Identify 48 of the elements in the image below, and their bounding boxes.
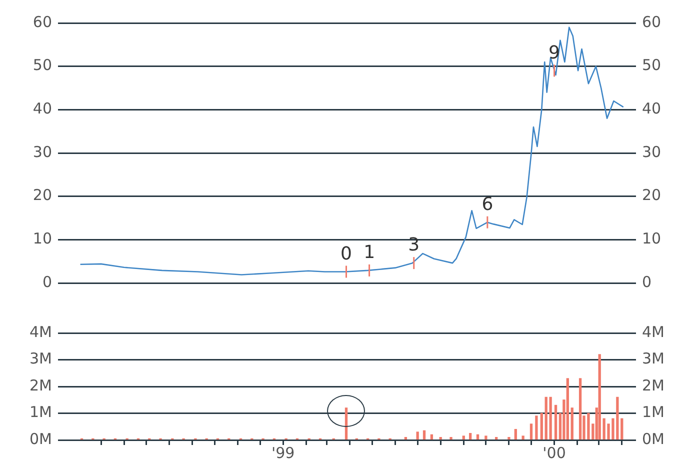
y2-tick-label: 60: [642, 12, 662, 31]
y2-tick-label: 3M: [642, 350, 664, 368]
y-tick-label: 20: [32, 186, 52, 204]
bar: [468, 432, 472, 440]
bar: [344, 408, 348, 440]
y2-tick-label: 30: [642, 142, 662, 161]
y2-tick-label: 10: [642, 230, 662, 248]
x-tick-label: '00: [542, 444, 566, 462]
bar: [484, 436, 488, 440]
y-tick-label: 0M: [30, 430, 52, 448]
annotation: 0: [340, 243, 352, 264]
y-tick-label: 60: [32, 12, 52, 31]
annotation: 3: [408, 234, 420, 256]
y2-tick-label: 2M: [642, 376, 664, 394]
bar: [416, 432, 419, 440]
bar: [530, 424, 533, 440]
bar: [570, 408, 574, 440]
y-tick-label: 40: [32, 100, 52, 118]
bar: [514, 428, 517, 440]
bar: [450, 436, 452, 440]
bar: [578, 378, 582, 440]
y2-tick-label: 0M: [642, 430, 664, 448]
y-tick-label: 30: [32, 142, 52, 161]
annotation: 6: [482, 194, 494, 216]
bar: [549, 396, 552, 440]
y2-tick-label: 40: [642, 100, 662, 118]
y-tick-label: 0: [42, 272, 52, 291]
bar: [566, 378, 569, 440]
bar: [422, 430, 426, 440]
bar: [522, 436, 524, 440]
bar: [508, 436, 510, 440]
y-tick-label: 1M: [30, 403, 52, 422]
y-tick-label: 3M: [30, 350, 52, 368]
y2-tick-label: 4M: [642, 322, 664, 341]
y2-tick-label: 50: [642, 56, 662, 74]
y-tick-label: 4M: [30, 322, 52, 341]
bar: [554, 404, 558, 440]
y-tick-label: 2M: [30, 376, 52, 394]
y2-tick-label: 20: [642, 186, 662, 204]
y2-tick-label: 0: [642, 272, 652, 291]
bar: [540, 412, 543, 440]
y-tick-label: 10: [32, 230, 52, 248]
bar: [462, 436, 465, 440]
y2-tick-label: 1M: [642, 403, 664, 422]
bar: [535, 416, 538, 440]
annotation: 1: [364, 242, 376, 264]
y-tick-label: 50: [32, 56, 52, 74]
x-tick-label: '99: [272, 444, 295, 462]
